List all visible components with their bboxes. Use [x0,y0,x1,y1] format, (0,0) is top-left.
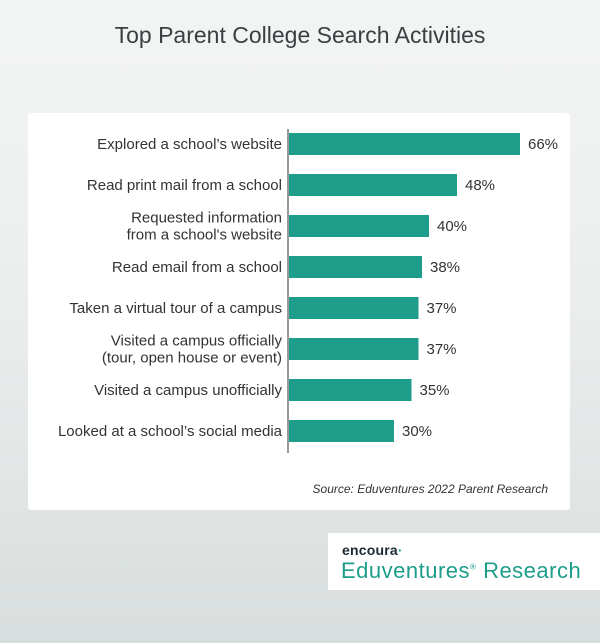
category-label-1: Read print mail from a school [87,177,282,194]
bar-3 [289,256,422,278]
value-label-3: 38% [430,259,460,276]
eduventures-research-wordmark: Eduventures® Research [341,558,582,583]
value-label-0: 66% [528,136,558,153]
category-label-5: Visited a campus officially (tour, open h… [102,333,283,367]
value-label-1: 48% [465,177,495,194]
chart-card: 66% Explored a school’s website 48% Read pr… [28,113,570,510]
category-label-2: Requested information from a school's web… [127,210,282,244]
source-note: Source: Eduventures 2022 Parent Research [312,482,548,496]
category-label-6: Visited a campus unofficially [94,382,282,399]
bar-1 [289,174,457,196]
value-label-4: 37% [427,300,457,317]
bar-5 [289,338,419,360]
bar-6 [289,379,412,401]
bar-4 [289,297,419,319]
category-label-3: Read email from a school [112,259,282,276]
value-label-6: 35% [420,382,450,399]
bar-chart: 66% Explored a school’s website 48% Read pr… [58,129,558,453]
bar-0 [289,133,520,155]
category-label-4: Taken a virtual tour of a campus [69,300,282,317]
value-label-5: 37% [427,341,457,358]
bar-7 [289,420,394,442]
eduventures-logo: encoura· Eduventures® Research [328,533,600,590]
bar-2 [289,215,429,237]
value-label-7: 30% [402,423,432,440]
chart-title: Top Parent College Search Activities [114,22,486,48]
category-label-7: Looked at a school’s social media [58,423,283,440]
encoura-wordmark: encoura· [342,542,403,558]
category-label-0: Explored a school’s website [97,136,282,153]
value-label-2: 40% [437,218,467,235]
